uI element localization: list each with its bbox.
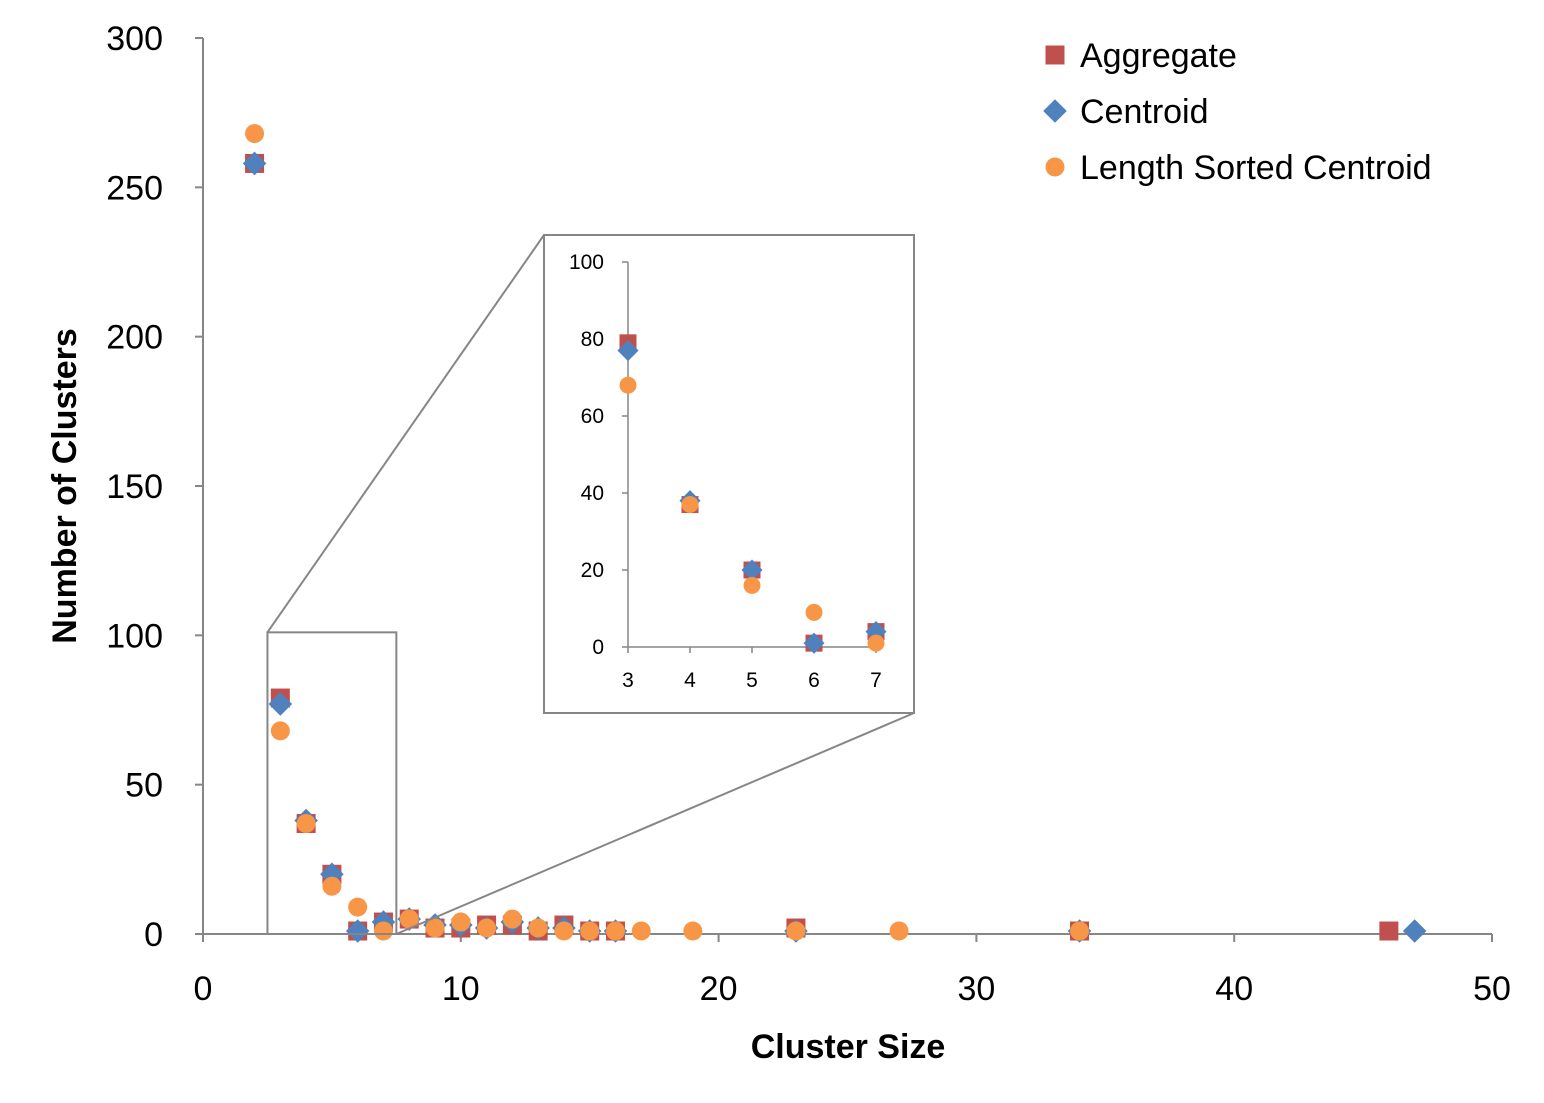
x-tick-label: 20 — [700, 970, 738, 1008]
legend-marker-length-sorted-centroid — [1045, 157, 1065, 177]
length-sorted-centroid-point — [373, 921, 393, 941]
series-length-sorted-centroid — [245, 124, 1090, 941]
y-tick-label: 100 — [106, 617, 163, 655]
centroid-point — [268, 692, 293, 716]
length-sorted-centroid-point — [580, 921, 600, 941]
inset-length-sorted-centroid-point — [681, 496, 699, 514]
legend-item-aggregate: Aggregate — [1045, 37, 1237, 75]
length-sorted-centroid-point — [270, 721, 290, 741]
length-sorted-centroid-point — [554, 921, 574, 941]
length-sorted-centroid-point — [1070, 921, 1090, 941]
inset-x-tick-label: 4 — [684, 669, 696, 692]
inset-y-tick-label: 80 — [581, 328, 604, 351]
inset-x-tick-label: 6 — [808, 669, 820, 692]
inset-length-sorted-centroid-point — [867, 634, 885, 652]
inset-y-tick-label: 20 — [581, 559, 604, 582]
centroid-point — [345, 919, 370, 943]
legend-marker-centroid — [1043, 99, 1067, 123]
inset-length-sorted-centroid-point — [619, 376, 637, 394]
aggregate-point — [1379, 921, 1399, 941]
length-sorted-centroid-point — [631, 921, 651, 941]
zoom-guide-line — [395, 712, 915, 935]
inset-y-tick-label: 100 — [569, 251, 604, 274]
legend-label-centroid: Centroid — [1080, 93, 1209, 131]
inset-centroid-point — [865, 621, 887, 643]
legend: Aggregate Centroid Length Sorted Centroid — [1043, 37, 1432, 187]
length-sorted-centroid-point — [245, 124, 265, 144]
centroid-point — [1402, 919, 1427, 943]
length-sorted-centroid-point — [528, 918, 548, 938]
y-tick-label: 300 — [106, 20, 163, 58]
inset-centroid-point — [741, 559, 763, 581]
y-tick-label: 0 — [144, 916, 163, 954]
inset-chart: 3 4 5 6 7 0 20 40 60 80 100 — [543, 234, 915, 714]
legend-label-length-sorted-centroid: Length Sorted Centroid — [1080, 149, 1432, 187]
inset-x-tick-label: 7 — [870, 669, 882, 692]
length-sorted-centroid-point — [683, 921, 703, 941]
x-tick-label: 0 — [194, 970, 213, 1008]
inset-y-tick-label: 60 — [581, 405, 604, 428]
length-sorted-centroid-point — [322, 876, 342, 896]
length-sorted-centroid-point — [605, 921, 625, 941]
inset-x-tick-label: 5 — [746, 669, 758, 692]
inset-length-sorted-centroid-point — [743, 576, 761, 594]
x-tick-label: 40 — [1215, 970, 1253, 1008]
x-tick-label: 50 — [1473, 970, 1511, 1008]
legend-marker-aggregate — [1045, 45, 1065, 65]
y-axis-title: Number of Clusters — [46, 328, 84, 644]
legend-label-aggregate: Aggregate — [1080, 37, 1237, 75]
y-tick-label: 50 — [125, 767, 163, 805]
y-tick-label: 200 — [106, 319, 163, 357]
inset-y-tick-label: 40 — [581, 482, 604, 505]
length-sorted-centroid-point — [348, 897, 368, 917]
legend-item-centroid: Centroid — [1043, 93, 1209, 131]
length-sorted-centroid-point — [399, 909, 419, 929]
x-tick-label: 30 — [957, 970, 995, 1008]
centroid-point — [242, 151, 267, 176]
zoom-guides — [266, 234, 915, 935]
y-tick-label: 150 — [106, 468, 163, 506]
x-tick-label: 10 — [442, 970, 480, 1008]
length-sorted-centroid-point — [889, 921, 909, 941]
length-sorted-centroid-point — [296, 813, 316, 833]
length-sorted-centroid-point — [425, 918, 445, 938]
inset-centroid-point — [803, 632, 825, 654]
length-sorted-centroid-point — [502, 909, 522, 929]
length-sorted-centroid-point — [477, 918, 497, 938]
length-sorted-centroid-point — [786, 921, 806, 941]
main-data-points — [242, 124, 1427, 943]
legend-item-length-sorted-centroid: Length Sorted Centroid — [1045, 149, 1432, 187]
zoom-guide-line — [266, 234, 545, 633]
inset-x-tick-label: 3 — [622, 669, 634, 692]
inset-centroid-point — [617, 340, 639, 362]
inset-series-length-sorted-centroid — [619, 376, 885, 652]
length-sorted-centroid-point — [451, 912, 471, 932]
inset-y-tick-label: 0 — [592, 636, 604, 659]
inset-length-sorted-centroid-point — [805, 603, 823, 621]
x-axis-title: Cluster Size — [751, 1028, 946, 1066]
zoom-region-box — [266, 631, 398, 935]
inset-frame — [543, 234, 915, 714]
y-tick-label: 250 — [106, 169, 163, 207]
